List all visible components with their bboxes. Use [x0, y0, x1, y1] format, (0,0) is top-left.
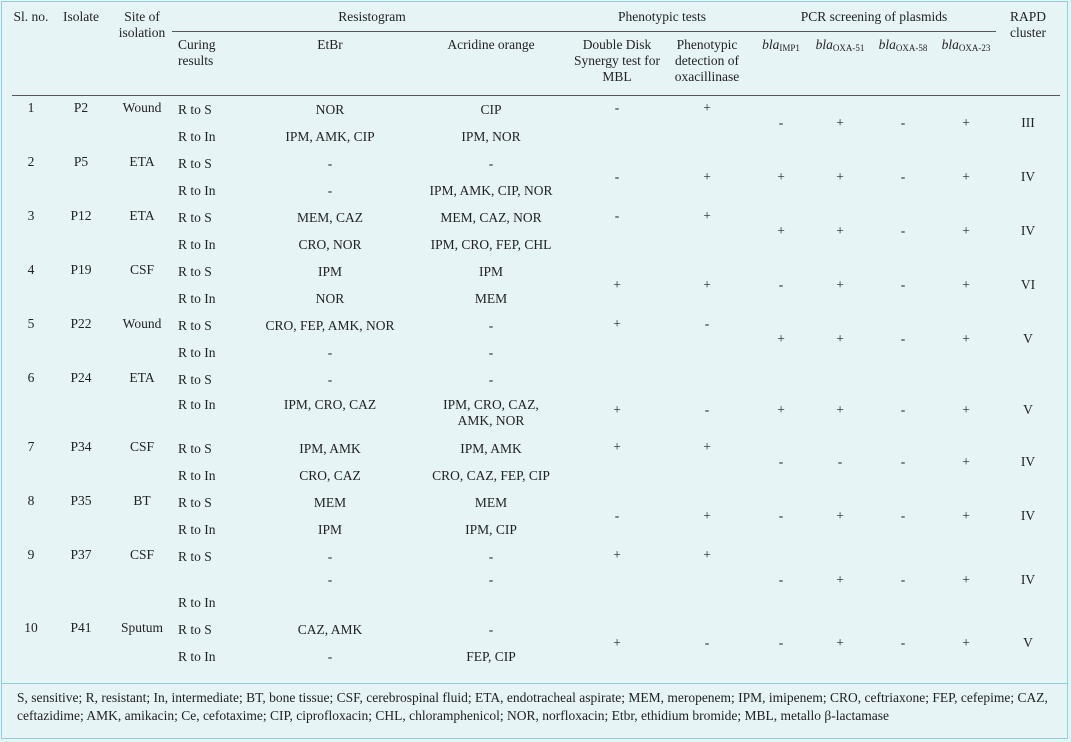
- header-ddst: Double Disk Synergy test for MBL: [574, 37, 660, 84]
- footnote: S, sensitive; R, resistant; In, intermed…: [2, 683, 1067, 725]
- table-header: Sl. no. Isolate Site of isolation Resist…: [12, 5, 1060, 96]
- table-row: R to In IPM IPM, CIP: [178, 521, 517, 537]
- header-etbr: EtBr: [317, 37, 343, 52]
- table-row: R to In - -: [178, 344, 494, 360]
- table-row: R to In - FEP, CIP: [178, 648, 516, 664]
- results-table: Sl. no. Isolate Site of isolation Resist…: [12, 5, 1060, 670]
- resistogram-label: Resistogram: [338, 9, 406, 24]
- table-row: 6 P24 ETA R to S - - + - + + - + V: [27, 370, 1033, 417]
- header-oxa: Phenotypic detection of oxacillinase: [674, 37, 740, 84]
- table-row: R to In: [178, 594, 216, 610]
- header-rapd: RAPD cluster: [1009, 9, 1046, 40]
- pcr-label: PCR screening of plasmids: [800, 9, 948, 24]
- table-row: R to In CRO, NOR IPM, CRO, FEP, CHL: [178, 236, 552, 252]
- header-resistogram: Resistogram: [172, 5, 572, 33]
- header-phenotypic: Phenotypic tests: [572, 5, 752, 33]
- table-row: - -: [327, 571, 494, 587]
- table-row: 2 P5 ETA R to S - - - + + + - + IV: [27, 154, 1036, 184]
- header-oxa51: blaOXA-51: [815, 37, 865, 53]
- header-imp1: blaIMP1: [762, 37, 800, 53]
- header-curing: Curing results: [178, 37, 216, 68]
- table-row: R to In IPM, AMK, CIP IPM, NOR: [178, 128, 521, 144]
- header-acridine: Acridine orange: [447, 37, 535, 52]
- table-row: 5 P22 Wound R to S CRO, FEP, AMK, NOR - …: [27, 316, 1033, 346]
- table-row: 9 P37 CSF R to S - - + + - + - + IV: [27, 547, 1036, 587]
- table-row: 3 P12 ETA R to S MEM, CAZ MEM, CAZ, NOR …: [27, 208, 1036, 238]
- table-body: 1 P2 Wound R to S NOR CIP - + - + - + II…: [12, 96, 1060, 671]
- phenotypic-label: Phenotypic tests: [617, 9, 707, 24]
- header-sl: Sl. no.: [13, 9, 49, 24]
- table-row: 8 P35 BT R to S MEM MEM - + - + - + IV: [27, 493, 1036, 523]
- header-pcr: PCR screening of plasmids: [752, 5, 996, 33]
- table-row: R to In CRO, CAZ CRO, CAZ, FEP, CIP: [178, 467, 550, 483]
- table-row: 7 P34 CSF R to S IPM, AMK IPM, AMK + + -…: [27, 439, 1036, 469]
- header-oxa58: blaOXA-58: [878, 37, 928, 53]
- table-row: R to In NOR MEM: [178, 290, 508, 306]
- table-row: R to In - IPM, AMK, CIP, NOR: [178, 182, 553, 198]
- table-row: 10 P41 Sputum R to S CAZ, AMK - + - - + …: [24, 620, 1033, 650]
- header-isolate: Isolate: [63, 9, 99, 24]
- table-row: 4 P19 CSF R to S IPM IPM + + - + - + VI: [27, 262, 1036, 292]
- table-row: R to In IPM, CRO, CAZ IPM, CRO, CAZ, AMK,…: [178, 397, 539, 428]
- header-oxa23: blaOXA-23: [941, 37, 991, 53]
- header-site: Site of isolation: [118, 9, 166, 40]
- table-row: 1 P2 Wound R to S NOR CIP - + - + - + II…: [27, 100, 1035, 130]
